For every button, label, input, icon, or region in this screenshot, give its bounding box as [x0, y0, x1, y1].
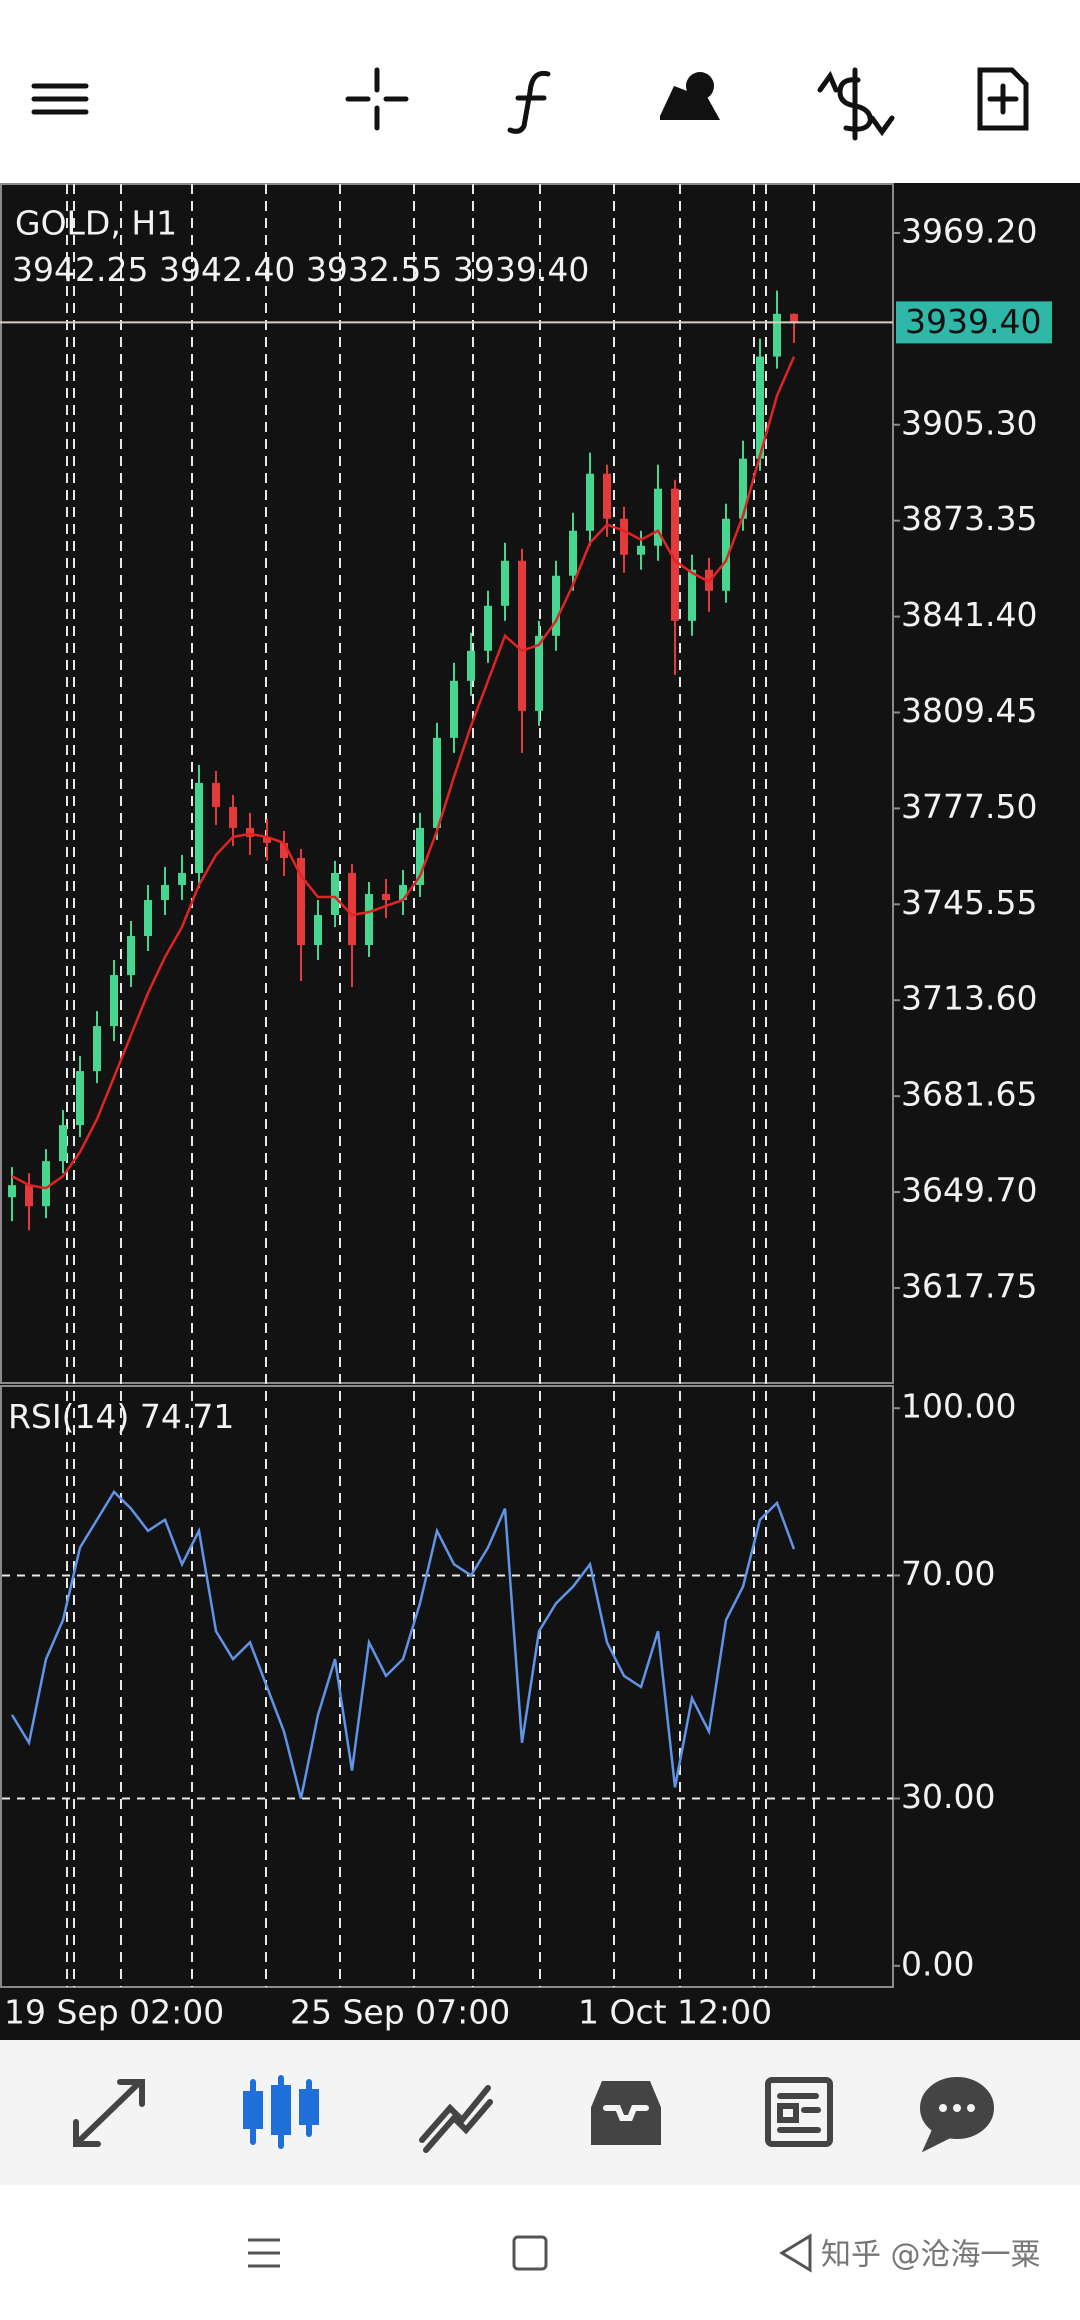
chat-tab[interactable] — [920, 2077, 994, 2153]
candle-body — [518, 560, 526, 711]
candle-body — [93, 1026, 101, 1072]
candle-body — [382, 893, 390, 900]
system-back[interactable] — [779, 2233, 812, 2273]
candle-body — [552, 575, 560, 636]
quotes-tab[interactable] — [73, 2079, 145, 2147]
main-panel — [0, 183, 894, 1384]
x-tick-label: 19 Sep 02:00 — [4, 1993, 224, 2032]
candle-body — [110, 975, 118, 1027]
y-tick-label: 3809.45 — [901, 691, 1037, 730]
y-tick-label: 100.00 — [901, 1387, 1016, 1426]
symbol-title: GOLD, H1 — [15, 204, 177, 243]
y-tick-label: 3617.75 — [901, 1266, 1037, 1305]
y-tick-label: 30.00 — [901, 1777, 995, 1816]
bottom-nav — [0, 2040, 1080, 2185]
candle-body — [654, 488, 662, 546]
candle-body — [399, 884, 407, 900]
candle-body — [773, 313, 781, 357]
candle-body — [467, 650, 475, 681]
system-menu[interactable] — [248, 2238, 280, 2268]
candle-body — [297, 857, 305, 946]
candle-body — [484, 605, 492, 651]
open-label: 3942.25 — [12, 250, 148, 289]
candle-body — [586, 473, 594, 531]
y-tick-label: 3745.55 — [901, 883, 1037, 922]
candle-body — [42, 1161, 50, 1207]
candle-body — [348, 872, 356, 946]
candle-body — [365, 893, 373, 946]
y-tick-label: 3777.50 — [901, 787, 1037, 826]
price-tag — [896, 301, 1052, 344]
candle-body — [263, 836, 271, 843]
y-tick-label: 3681.65 — [901, 1075, 1037, 1114]
candle-body — [76, 1071, 84, 1126]
candle-body — [195, 782, 203, 873]
x-tick-label: 25 Sep 07:00 — [290, 1993, 510, 2032]
ohlc-header: 3942.25 3942.40 3932.55 3939.40 — [12, 250, 589, 289]
chart-tab[interactable] — [243, 2075, 319, 2149]
candle-body — [722, 518, 730, 591]
y-tick-label: 3649.70 — [901, 1171, 1037, 1210]
candle-body — [25, 1185, 33, 1207]
candle-body — [637, 545, 645, 555]
watermark: 知乎 @沧海一粟 — [821, 2238, 1041, 2273]
rsi-value: 74.71 — [140, 1397, 234, 1436]
high-label: 3942.40 — [159, 250, 295, 289]
candle-body — [314, 914, 322, 946]
candle-body — [144, 899, 152, 937]
candle-body — [331, 872, 339, 915]
trade-tab[interactable] — [419, 2085, 493, 2153]
y-tick-label: 0.00 — [901, 1944, 974, 1983]
candle-body — [739, 458, 747, 519]
y-tick-label: 3873.35 — [901, 499, 1037, 538]
close-label: 3939.40 — [453, 250, 589, 289]
candle-body — [501, 560, 509, 606]
indicators-button[interactable] — [507, 70, 551, 134]
trade-button[interactable] — [817, 67, 895, 141]
history-tab[interactable] — [591, 2081, 661, 2145]
rsi-title: RSI(14) 74.71 — [8, 1397, 234, 1436]
rsi-name: RSI(14) — [8, 1397, 129, 1436]
candle-body — [246, 827, 254, 837]
candle-body — [127, 936, 135, 976]
new-order-button[interactable] — [977, 67, 1029, 131]
y-tick-label: 3713.60 — [901, 979, 1037, 1018]
y-tick-label: 70.00 — [901, 1554, 995, 1593]
rsi-line — [10, 1489, 796, 1799]
candle-body — [178, 872, 186, 885]
price-tag-label: 3939.40 — [905, 302, 1041, 341]
y-tick-label: 3905.30 — [901, 403, 1037, 442]
candle-body — [569, 530, 577, 576]
candle-body — [59, 1125, 67, 1162]
crosshair-button[interactable] — [345, 67, 409, 131]
menu-button[interactable] — [31, 83, 89, 115]
objects-button[interactable] — [660, 72, 720, 120]
candle-body — [688, 569, 696, 621]
candle-body — [756, 356, 764, 459]
rsi-panel — [0, 1385, 894, 1988]
candle-body — [603, 473, 611, 519]
candle-body — [416, 827, 424, 885]
candle-body — [671, 488, 679, 621]
candle-body — [280, 842, 288, 858]
candle-body — [620, 518, 628, 555]
candle-body — [8, 1185, 16, 1198]
candle-body — [450, 680, 458, 738]
candle-body — [212, 782, 220, 807]
low-label: 3932.55 — [306, 250, 442, 289]
toolbar — [0, 0, 1080, 183]
candle-body — [790, 313, 798, 323]
moving-average — [11, 356, 796, 1190]
candle-body — [229, 806, 237, 828]
y-tick-label: 3969.20 — [901, 211, 1037, 250]
candle-body — [161, 884, 169, 900]
x-tick-label: 1 Oct 12:00 — [578, 1993, 772, 2032]
candle-body — [535, 635, 543, 711]
news-tab[interactable] — [765, 2077, 833, 2147]
system-home[interactable] — [512, 2235, 548, 2271]
candle-body — [433, 737, 441, 828]
y-tick-label: 3841.40 — [901, 595, 1037, 634]
